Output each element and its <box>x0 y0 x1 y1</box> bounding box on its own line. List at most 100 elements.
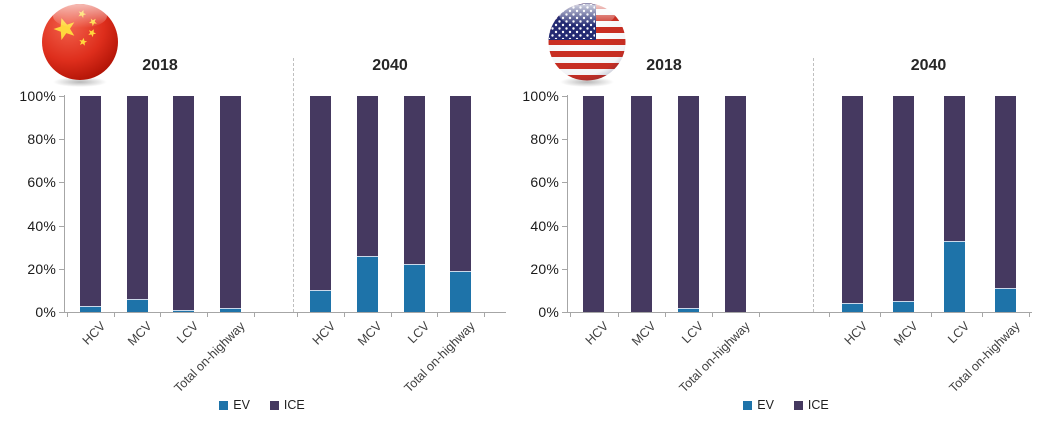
legend-item-ev: EV <box>743 398 774 412</box>
bar-ice-segment <box>172 96 194 310</box>
y-tick-mark <box>59 139 64 141</box>
x-tick-mark <box>711 312 713 317</box>
y-tick-label: 100% <box>19 88 56 104</box>
x-tick-mark <box>296 312 298 317</box>
bar-ev-segment <box>356 256 378 312</box>
x-tick-mark <box>569 312 571 317</box>
category-label: LCV <box>678 319 706 347</box>
usa-chart-panel: 100% 80% 60% 40% 20% 0% 2018 HCV MCV LCV Total on-… <box>522 0 1048 436</box>
x-tick-mark <box>343 312 345 317</box>
bar-ev-segment <box>449 271 471 312</box>
bar-ice-segment <box>892 96 914 301</box>
category-label: LCV <box>173 319 201 347</box>
bar-ice-segment <box>677 96 699 308</box>
bar-ice-segment <box>403 96 425 264</box>
bar-ice-segment <box>79 96 101 306</box>
category-label: LCV <box>944 319 972 347</box>
y-axis-line <box>64 95 65 312</box>
bar-ice-segment <box>943 96 965 241</box>
x-tick-mark <box>113 312 115 317</box>
legend-label: EV <box>233 398 250 412</box>
bar-ev-segment <box>403 264 425 312</box>
y-tick-label: 60% <box>530 174 559 191</box>
bar-ev-segment <box>79 306 101 312</box>
y-tick-mark <box>562 96 567 97</box>
bar-ev-segment <box>892 301 914 312</box>
category-label: MCV <box>355 319 385 349</box>
legend-item-ice: ICE <box>793 398 829 412</box>
category-label: MCV <box>125 319 155 349</box>
y-axis-line <box>567 95 568 312</box>
legend: EV ICE <box>0 398 524 412</box>
category-label: HCV <box>841 319 870 348</box>
y-tick-mark <box>59 96 64 97</box>
x-tick-mark <box>206 312 208 317</box>
bar-ev-segment <box>943 241 965 312</box>
x-tick-mark <box>1028 312 1030 317</box>
y-tick-label: 80% <box>27 131 56 148</box>
category-label: HCV <box>309 319 338 348</box>
legend-label: EV <box>757 398 774 412</box>
y-tick-label: 0% <box>538 304 559 320</box>
group-title-2040: 2040 <box>372 57 408 74</box>
y-tick-mark <box>562 182 567 184</box>
y-tick-label: 40% <box>27 217 56 234</box>
bar-ice-segment <box>449 96 471 271</box>
category-label: HCV <box>79 319 108 348</box>
x-tick-mark <box>390 312 392 317</box>
x-tick-mark <box>930 312 932 317</box>
bar-ev-segment <box>172 310 194 312</box>
bar-ev-segment <box>677 308 699 312</box>
y-tick-mark <box>59 268 64 270</box>
china-flag-icon <box>41 2 119 93</box>
x-tick-mark <box>159 312 161 317</box>
bar-ev-segment <box>219 308 241 312</box>
legend-label: ICE <box>807 398 829 412</box>
bar-ice-segment <box>630 96 652 312</box>
y-tick-mark <box>562 139 567 141</box>
bar-ice-segment <box>309 96 331 290</box>
y-tick-mark <box>59 312 64 313</box>
x-tick-mark <box>879 312 881 317</box>
bar-ice-segment <box>841 96 863 303</box>
x-tick-mark <box>828 312 830 317</box>
legend: EV ICE <box>524 398 1048 412</box>
period-divider-line <box>293 58 294 312</box>
x-axis-line <box>567 312 1032 313</box>
legend-swatch-ice <box>793 400 803 410</box>
category-label: LCV <box>404 319 432 347</box>
y-tick-mark <box>562 225 567 227</box>
bar-ev-segment <box>309 290 331 312</box>
group-title-2040: 2040 <box>910 57 947 74</box>
x-tick-mark <box>617 312 619 317</box>
y-tick-label: 60% <box>27 174 56 191</box>
group-title-2018: 2018 <box>142 57 178 74</box>
usa-flag-icon <box>547 2 627 93</box>
legend-swatch-ev <box>743 400 753 410</box>
period-divider-line <box>813 58 814 312</box>
legend-item-ev: EV <box>219 398 250 412</box>
bar-ice-segment <box>126 96 148 299</box>
bar-ev-segment <box>994 288 1016 312</box>
x-tick-mark <box>66 312 68 317</box>
legend-swatch-ev <box>219 400 229 410</box>
y-tick-label: 20% <box>530 260 559 277</box>
bar-ice-segment <box>724 96 746 312</box>
y-tick-label: 0% <box>35 304 56 320</box>
bar-ice-segment <box>994 96 1016 288</box>
bar-ev-segment <box>126 299 148 312</box>
bar-ice-segment <box>582 96 604 312</box>
x-tick-mark <box>664 312 666 317</box>
bar-ev-segment <box>841 303 863 312</box>
y-tick-label: 80% <box>530 131 559 148</box>
x-tick-mark <box>483 312 485 317</box>
y-tick-mark <box>562 312 567 313</box>
x-tick-mark <box>981 312 983 317</box>
y-tick-mark <box>562 268 567 270</box>
china-chart-panel: 100% 80% 60% 40% 20% 0% 2018 HCV MCV LCV Total on-… <box>0 2 524 412</box>
legend-swatch-ice <box>269 400 279 410</box>
x-tick-mark <box>253 312 255 317</box>
category-label: MCV <box>891 319 921 349</box>
legend-label: ICE <box>283 398 305 412</box>
